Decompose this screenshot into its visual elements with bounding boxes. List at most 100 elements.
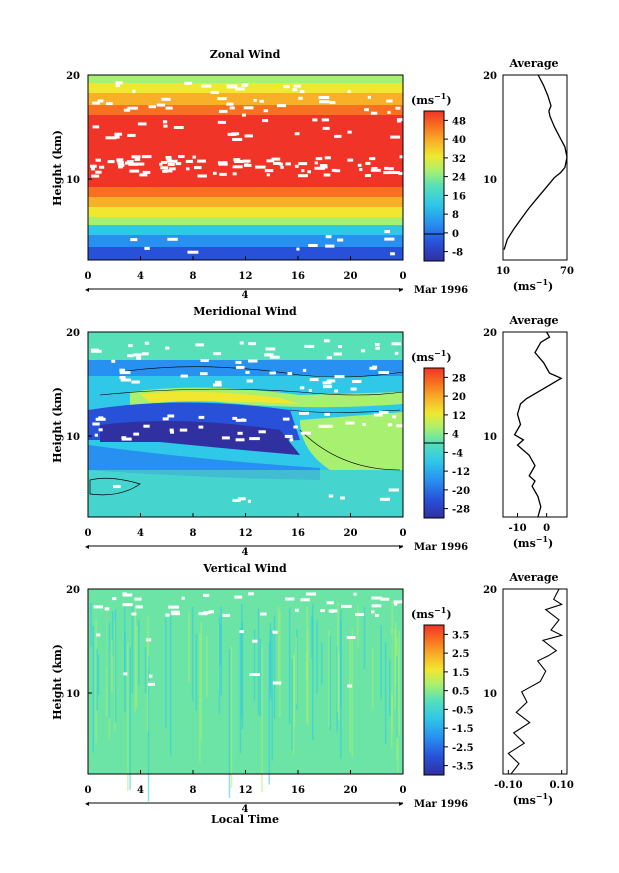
profile-plot: Average 20 10 -0.10 0.10 (ms−1) [483,571,574,807]
y-axis: 20 10 [66,585,92,700]
colorbar-tick-label: 0 [452,229,459,240]
x-tick-label: 4 [137,785,144,796]
colorbar-tick-label: 8 [452,210,459,221]
profile-y-tick: 10 [483,432,497,443]
profile-x-label: (ms−1) [513,791,554,807]
y-tick-label: 20 [66,71,80,82]
date-label: Mar 1996 [414,799,468,810]
y-tick-label: 20 [66,585,80,596]
panel-meridional: Meridional Wind 20 10 Height (km) 0 4 8 12 1… [51,305,568,558]
panel-title: Meridional Wind [193,305,297,318]
colorbar-tick-label: -3.5 [452,762,474,773]
colorbar-tick-label: 1.5 [452,668,469,679]
x-tick-label: 0 [85,528,92,539]
colorbar-tick-label: 16 [452,191,466,202]
profile-x-tick: -0.10 [494,780,523,791]
right-arrow-icon: ▸ [399,542,403,551]
panel-vertical: Vertical Wind 20 10 Height (km) 0 4 8 12 16 2… [51,562,574,826]
colorbar-tick-label: -0.5 [452,705,474,716]
profile-line [513,331,563,518]
x-tick-label: 8 [190,785,197,796]
y-axis-label: Height (km) [51,387,64,463]
x-tick-label: 0 [85,271,92,282]
colorbar-tick-label: 4 [452,430,459,441]
x-axis: 0 4 8 12 16 20 0 [85,513,407,539]
profile-x-tick: 10 [496,266,510,277]
colorbar-unit: (ms−1) [411,91,452,107]
profile-x-tick: 0.10 [549,780,573,791]
profile-x-label: (ms−1) [513,277,554,293]
x-tick-label: 4 [137,528,144,539]
day-label: 4 [242,290,249,301]
profile-y-tick: 20 [483,585,497,596]
x-tick-label: 0 [400,271,407,282]
x-tick-label: 20 [344,271,358,282]
profile-y-tick: 20 [483,328,497,339]
colorbar-tick-label: 48 [452,116,466,127]
colorbar-tick-label: -2.5 [452,743,474,754]
profile-title: Average [508,314,558,327]
profile-line [503,74,568,250]
colorbar-unit: (ms−1) [411,605,452,621]
right-arrow-icon: ▸ [399,285,403,294]
heatmap [87,331,408,518]
x-axis-label: Local Time [211,813,279,826]
panel-title: Vertical Wind [202,562,287,575]
colorbar-tick-label: 40 [452,135,466,146]
colorbar: (ms−1) 28 20 12 4 -4 -12 -20 -28 [411,348,470,519]
x-tick-label: 0 [400,528,407,539]
profile-title: Average [508,571,558,584]
colorbar: (ms−1) 48 40 32 24 16 8 0 -8 [411,91,466,262]
day-label: 4 [242,547,249,558]
colorbar-tick-label: 20 [452,392,466,403]
x-tick-label: 8 [190,528,197,539]
colorbar-tick-label: 2.5 [452,649,469,660]
profile-x-tick: -10 [509,523,527,534]
profile-plot: Average 20 10 -10 0 (ms−1) [483,314,568,550]
left-arrow-icon: ◂ [85,799,89,808]
y-tick-label: 10 [66,175,80,186]
colorbar-tick-label: -20 [452,486,470,497]
panel-zonal: Zonal Wind 20 10 Height (km) 0 4 8 12 16 20 0 [51,48,574,301]
right-arrow-icon: ▸ [399,799,403,808]
day-axis: ◂ ▸ 4 Mar 1996 [85,285,468,301]
day-label: 4 [242,804,249,815]
colorbar-tick-label: 32 [452,154,466,165]
x-tick-label: 16 [291,271,305,282]
day-axis: ◂ ▸ 4 Mar 1996 [85,542,468,558]
x-tick-label: 20 [344,785,358,796]
colorbar-tick-label: -8 [452,248,463,259]
y-axis: 20 10 [66,71,92,186]
y-tick-label: 20 [66,328,80,339]
x-tick-label: 12 [239,785,253,796]
x-tick-label: 12 [239,528,253,539]
y-axis: 20 10 [66,328,92,443]
colorbar-tick-label: 24 [452,173,466,184]
profile-y-tick: 10 [483,689,497,700]
date-label: Mar 1996 [414,285,468,296]
colorbar-tick-label: 3.5 [452,630,469,641]
profile-y-tick: 10 [483,175,497,186]
y-tick-label: 10 [66,432,80,443]
x-tick-label: 12 [239,271,253,282]
colorbar-tick-label: -1.5 [452,724,474,735]
y-axis-label: Height (km) [51,130,64,206]
colorbar-tick-label: -12 [452,467,470,478]
profile-plot: Average 20 10 10 70 (ms−1) [483,57,574,293]
left-arrow-icon: ◂ [85,542,89,551]
y-axis-label: Height (km) [51,644,64,720]
profile-x-tick: 0 [543,523,550,534]
date-label: Mar 1996 [414,542,468,553]
colorbar: (ms−1) 3.5 2.5 1.5 0.5 -0.5 -1.5 -2.5 -3.5 [411,605,474,776]
profile-line [507,588,564,775]
heatmap [87,588,404,802]
profile-x-tick: 70 [560,266,574,277]
x-tick-label: 16 [291,528,305,539]
profile-y-tick: 20 [483,71,497,82]
left-arrow-icon: ◂ [85,285,89,294]
x-tick-label: 4 [137,271,144,282]
x-tick-label: 0 [400,785,407,796]
profile-x-label: (ms−1) [513,534,554,550]
day-axis: ◂ ▸ 4 Mar 1996 [85,799,468,815]
